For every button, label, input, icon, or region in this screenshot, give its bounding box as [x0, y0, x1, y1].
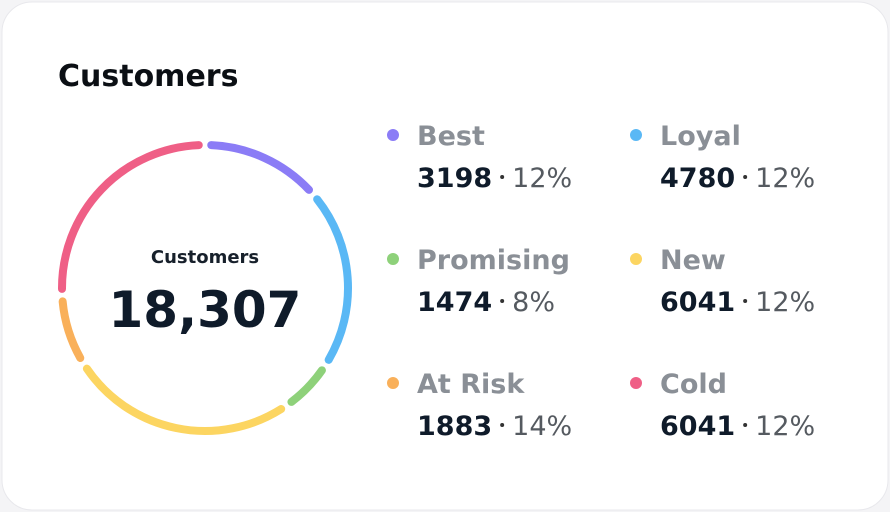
legend-value: 3198: [417, 163, 492, 194]
donut-segment: [58, 141, 203, 293]
legend-value: 1474: [417, 287, 492, 318]
legend-value: 4780: [660, 163, 735, 194]
legend-name: Cold: [660, 369, 727, 400]
center-label: Customers: [151, 247, 259, 268]
separator-dot: [743, 175, 748, 179]
legend-value: 1883: [417, 411, 492, 442]
donut-segment: [313, 195, 352, 364]
legend-dot: [387, 377, 399, 389]
center-total: 18,307: [109, 281, 302, 339]
legend-name: At Risk: [417, 369, 525, 400]
legend-share: 14%: [512, 411, 572, 442]
separator-dot: [500, 175, 505, 179]
donut-segment: [287, 366, 326, 406]
donut-segment: [82, 364, 286, 435]
legend-dot: [630, 129, 642, 141]
legend-share: 12%: [512, 163, 572, 194]
legend-dot: [387, 253, 399, 265]
legend-value: 6041: [660, 287, 735, 318]
legend-share: 12%: [755, 163, 815, 194]
legend-name: Loyal: [660, 121, 741, 152]
separator-dot: [500, 299, 505, 303]
legend-name: Best: [417, 121, 485, 152]
legend-value: 6041: [660, 411, 735, 442]
donut-segment: [58, 297, 85, 363]
legend-name: Promising: [417, 245, 570, 276]
legend-dot: [630, 253, 642, 265]
legend-share: 8%: [512, 287, 555, 318]
donut-segment: [207, 141, 314, 194]
separator-dot: [743, 299, 748, 303]
separator-dot: [743, 423, 748, 427]
card-title: Customers: [58, 59, 238, 94]
legend-dot: [387, 129, 399, 141]
legend-name: New: [660, 245, 726, 276]
separator-dot: [500, 423, 505, 427]
legend-dot: [630, 377, 642, 389]
legend-share: 12%: [755, 287, 815, 318]
legend-share: 12%: [755, 411, 815, 442]
